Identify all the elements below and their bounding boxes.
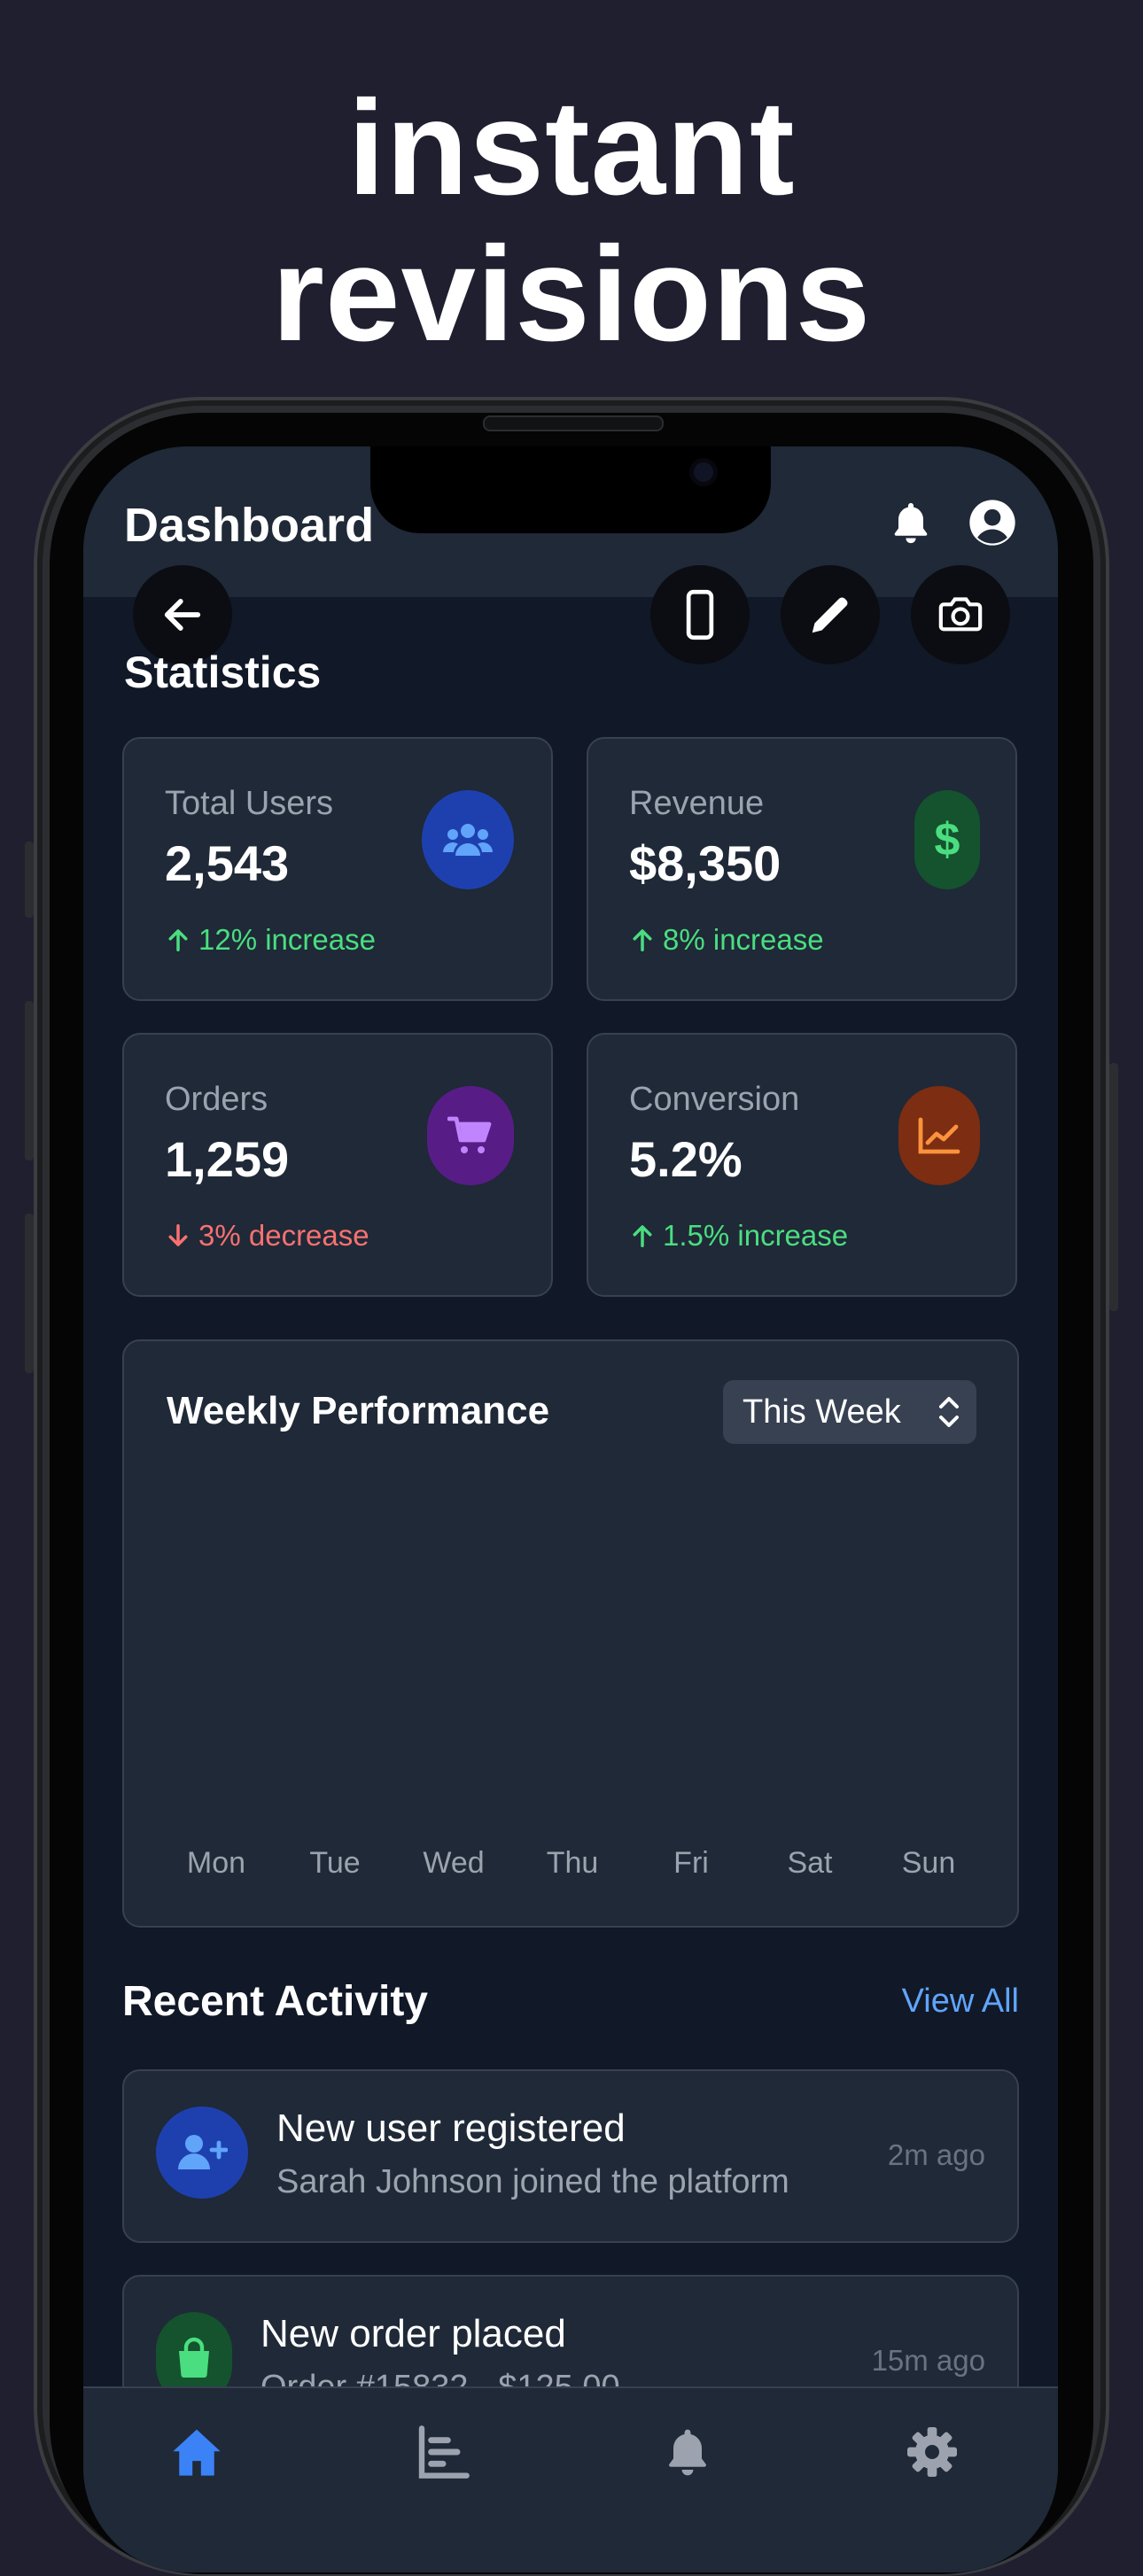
stat-icon-badge xyxy=(422,790,514,889)
stat-card-total-users[interactable]: Total Users 2,543 12% increase xyxy=(122,737,553,1001)
phone-power-button xyxy=(1109,1063,1118,1311)
stat-change-text: 8% increase xyxy=(663,923,824,956)
day-label: Wed xyxy=(423,1846,485,1880)
phone-volume-down-button xyxy=(25,1214,34,1373)
bell-icon[interactable] xyxy=(659,2424,716,2480)
app-screen: Dashboard Statistics xyxy=(83,446,1058,2572)
stat-change: 12% increase xyxy=(165,923,376,957)
recent-activity-title: Recent Activity xyxy=(122,1978,428,2025)
chart-bar-icon[interactable] xyxy=(415,2424,471,2480)
stat-change: 8% increase xyxy=(629,923,824,957)
stat-label: Total Users xyxy=(165,785,334,822)
chart-line-icon xyxy=(918,1117,960,1154)
users-icon xyxy=(443,824,493,856)
back-arrow-icon xyxy=(164,599,201,631)
arrow-up-icon xyxy=(168,929,188,951)
phone-volume-up-button xyxy=(25,1001,34,1160)
camera-notch xyxy=(370,446,771,533)
activity-time: 2m ago xyxy=(887,2138,985,2171)
back-button[interactable] xyxy=(133,565,232,664)
chevron-up-down-icon xyxy=(939,1397,959,1427)
stat-icon-badge xyxy=(427,1086,514,1185)
stat-change-text: 12% increase xyxy=(198,923,376,956)
view-all-link[interactable]: View All xyxy=(901,1982,1019,2020)
stat-change: 1.5% increase xyxy=(629,1219,848,1253)
app-title: Dashboard xyxy=(124,499,375,552)
activity-title: New order placed xyxy=(260,2312,566,2355)
day-label: Thu xyxy=(546,1846,599,1880)
stat-label: Orders xyxy=(165,1081,268,1118)
weekly-performance-card: Weekly Performance This Week Mon Tue Wed… xyxy=(122,1339,1019,1928)
gear-icon[interactable] xyxy=(904,2424,960,2480)
stat-change-text: 1.5% increase xyxy=(663,1219,849,1252)
stat-change-text: 3% decrease xyxy=(198,1219,369,1252)
stat-icon-badge xyxy=(898,1086,980,1185)
arrow-up-icon xyxy=(633,929,652,951)
pencil-icon xyxy=(812,597,848,633)
period-select[interactable]: This Week xyxy=(723,1380,976,1444)
activity-item[interactable]: New user registered Sarah Johnson joined… xyxy=(122,2069,1019,2243)
user-plus-icon xyxy=(178,2135,228,2169)
stat-value: 1,259 xyxy=(165,1131,290,1187)
activity-avatar xyxy=(156,2107,248,2199)
activity-time: 15m ago xyxy=(871,2344,985,2377)
shopping-bag-icon xyxy=(179,2337,209,2378)
front-camera xyxy=(694,462,713,482)
performance-title: Weekly Performance xyxy=(167,1389,550,1432)
stat-card-revenue[interactable]: Revenue $8,350 8% increase $ xyxy=(587,737,1017,1001)
headline-line-1: instant xyxy=(347,73,796,223)
phone-action-button xyxy=(25,842,34,918)
period-select-value: This Week xyxy=(743,1393,901,1431)
screenshot-button[interactable] xyxy=(911,565,1010,664)
camera-icon xyxy=(938,597,983,632)
day-label: Sun xyxy=(901,1846,956,1880)
stat-value: 5.2% xyxy=(629,1131,743,1187)
stat-label: Conversion xyxy=(629,1081,800,1118)
stat-change: 3% decrease xyxy=(165,1219,369,1253)
headline: instant revisions xyxy=(0,75,1143,368)
home-icon[interactable] xyxy=(168,2424,225,2480)
edit-button[interactable] xyxy=(781,565,880,664)
day-axis: Mon Tue Wed Thu Fri Sat Sun xyxy=(124,1846,1021,1890)
stat-card-conversion[interactable]: Conversion 5.2% 1.5% increase xyxy=(587,1033,1017,1297)
stat-value: $8,350 xyxy=(629,835,781,891)
bottom-nav xyxy=(83,2386,1058,2572)
arrow-up-icon xyxy=(633,1225,652,1247)
day-label: Mon xyxy=(186,1846,246,1880)
user-circle-icon[interactable] xyxy=(968,498,1017,547)
dollar-icon: $ xyxy=(934,814,960,865)
stat-value: 2,543 xyxy=(165,835,290,891)
phone-icon xyxy=(686,589,714,640)
device-preview-button[interactable] xyxy=(650,565,750,664)
day-label: Fri xyxy=(673,1846,709,1880)
stat-icon-badge: $ xyxy=(914,790,980,889)
bell-icon[interactable] xyxy=(886,498,936,547)
stat-label: Revenue xyxy=(629,785,765,822)
app-header: Dashboard xyxy=(83,446,1058,597)
earpiece-speaker xyxy=(483,415,664,431)
statistics-title: Statistics xyxy=(124,648,322,697)
headline-line-2: revisions xyxy=(271,219,872,369)
day-label: Tue xyxy=(309,1846,361,1880)
day-label: Sat xyxy=(787,1846,833,1880)
arrow-down-icon xyxy=(168,1224,188,1246)
activity-subtitle: Sarah Johnson joined the platform xyxy=(276,2163,789,2200)
cart-icon xyxy=(447,1116,492,1153)
activity-title: New user registered xyxy=(276,2107,626,2150)
stat-card-orders[interactable]: Orders 1,259 3% decrease xyxy=(122,1033,553,1297)
